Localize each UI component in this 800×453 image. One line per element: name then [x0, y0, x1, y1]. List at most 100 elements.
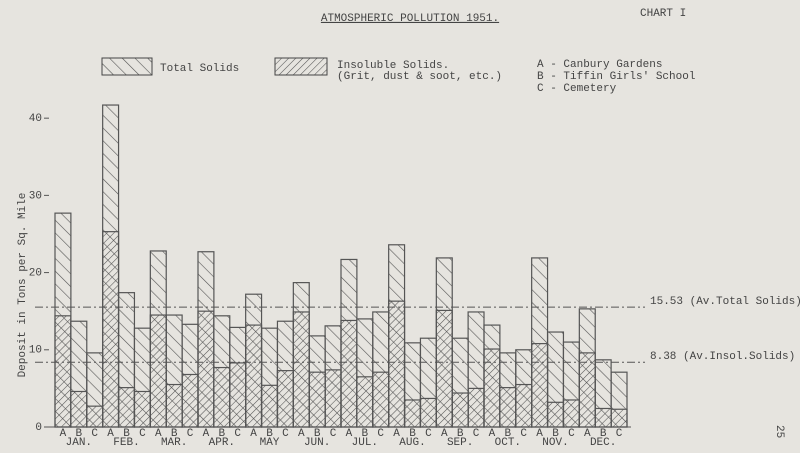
site-label: C — [568, 428, 575, 440]
site-label: C — [425, 428, 432, 440]
site-label: B — [362, 428, 369, 440]
y-tick-label: 0 — [35, 422, 42, 434]
bar — [594, 407, 612, 428]
site-label: A — [536, 428, 543, 440]
x-tick-label: SEP. — [447, 437, 473, 449]
site-label: A — [441, 428, 448, 440]
x-tick-label: APR. — [209, 437, 235, 449]
site-label: C — [377, 428, 384, 440]
bar — [610, 408, 628, 428]
y-tick-label: 30 — [29, 190, 42, 202]
x-tick-label: DEC. — [590, 437, 616, 449]
bar — [54, 315, 72, 428]
y-tick-label: 20 — [29, 267, 42, 279]
bar — [117, 387, 136, 428]
x-tick-label: NOV. — [542, 437, 568, 449]
reference-label: 15.53 (Av.Total Solids) — [650, 296, 800, 308]
bar — [165, 383, 183, 428]
bar — [149, 314, 167, 428]
bar — [531, 343, 549, 428]
bar — [133, 390, 151, 428]
site-label: B — [457, 428, 464, 440]
bar — [245, 324, 263, 428]
site-label: A — [489, 428, 496, 440]
bar — [546, 401, 565, 428]
legend-note: (Grit, dust & soot, etc.) — [337, 71, 502, 83]
bar — [515, 383, 533, 428]
bar — [181, 373, 199, 428]
bar — [467, 387, 485, 428]
site-key: A - Canbury Gardens — [537, 59, 662, 71]
bar — [213, 366, 231, 428]
site-label: A — [393, 428, 400, 440]
page-number: 25 — [773, 425, 785, 438]
site-label: A — [584, 428, 591, 440]
site-label: B — [76, 428, 83, 440]
bar — [451, 392, 469, 428]
site-label: A — [298, 428, 305, 440]
x-tick-label: JAN. — [66, 437, 92, 449]
bar — [578, 352, 596, 428]
bar — [388, 300, 406, 428]
chart-title: ATMOSPHERIC POLLUTION 1951. — [321, 13, 499, 25]
site-label: B — [123, 428, 130, 440]
site-key: C - Cemetery — [537, 83, 617, 95]
y-axis-label: Deposit in Tons per Sq. Mile — [17, 193, 29, 378]
x-tick-label: MAY — [260, 437, 280, 449]
site-label: B — [409, 428, 416, 440]
x-tick-label: FEB. — [113, 437, 139, 449]
bar — [499, 387, 517, 428]
site-label: C — [139, 428, 146, 440]
site-label: C — [234, 428, 241, 440]
y-tick-label: 40 — [29, 113, 42, 125]
site-label: B — [505, 428, 512, 440]
site-label: B — [266, 428, 273, 440]
site-label: B — [171, 428, 178, 440]
x-tick-label: OCT. — [495, 437, 521, 449]
bar — [197, 310, 215, 428]
site-label: C — [282, 428, 289, 440]
x-tick-label: AUG. — [399, 437, 425, 449]
bar — [102, 231, 120, 428]
site-label: C — [616, 428, 623, 440]
bar — [86, 405, 104, 428]
bar — [403, 399, 422, 428]
site-label: C — [520, 428, 527, 440]
site-label: C — [187, 428, 194, 440]
site-label: A — [60, 428, 67, 440]
bar — [372, 371, 390, 428]
site-key: B - Tiffin Girls' School — [537, 71, 695, 83]
bar — [340, 319, 358, 428]
bar — [562, 399, 580, 428]
legend-swatch — [274, 57, 328, 76]
bar — [229, 362, 247, 428]
site-label: B — [219, 428, 226, 440]
bar — [70, 390, 88, 428]
site-label: B — [600, 428, 607, 440]
legend-label: Insoluble Solids. — [337, 60, 449, 72]
x-tick-label: JUL. — [352, 437, 378, 449]
bar — [276, 370, 294, 428]
x-tick-label: JUN. — [304, 437, 330, 449]
site-label: A — [155, 428, 162, 440]
legend-swatch — [101, 57, 153, 76]
bar — [435, 309, 453, 428]
bar — [292, 311, 310, 428]
site-label: A — [346, 428, 353, 440]
y-tick-label: 10 — [29, 345, 42, 357]
reference-label: 8.38 (Av.Insol.Solids) — [650, 351, 795, 363]
legend-label: Total Solids — [160, 63, 239, 75]
site-label: C — [473, 428, 480, 440]
bar — [260, 384, 279, 428]
chart-label: CHART I — [640, 8, 686, 20]
site-label: C — [330, 428, 337, 440]
bar — [324, 369, 342, 428]
x-tick-label: MAR. — [161, 437, 187, 449]
site-label: B — [314, 428, 321, 440]
bar — [308, 371, 326, 428]
site-label: A — [203, 428, 210, 440]
bar — [419, 397, 437, 428]
site-label: A — [250, 428, 257, 440]
site-label: A — [107, 428, 114, 440]
